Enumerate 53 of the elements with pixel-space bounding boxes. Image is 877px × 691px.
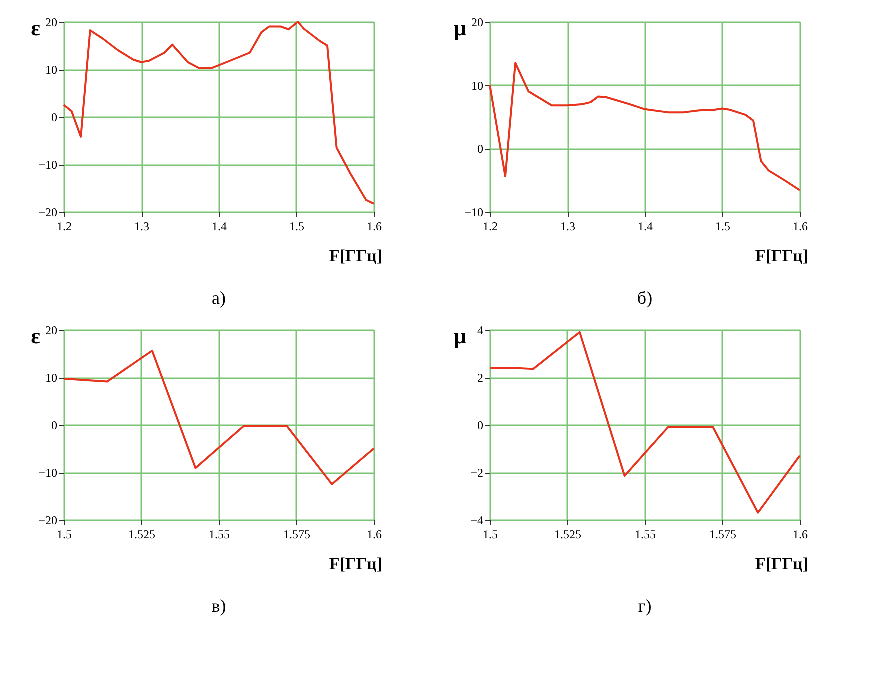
x-tick-label: 1.55: [209, 528, 230, 542]
x-tick-label: 1.575: [710, 528, 736, 542]
x-tick-label: 1.3: [134, 220, 150, 234]
x-tick-label: 1.525: [128, 528, 156, 542]
y-axis-title: ε: [31, 324, 40, 348]
line-series: [63, 350, 375, 486]
x-tick-label: 1.6: [367, 528, 382, 542]
x-tick-label: 1.525: [554, 528, 582, 542]
text: в): [212, 596, 226, 616]
text: а): [212, 288, 226, 308]
x-tick-label: 1.5: [483, 528, 498, 542]
x-tick-label: 1.4: [638, 220, 653, 234]
y-axis-title: μ: [454, 324, 468, 348]
y-tick-label: 10: [46, 63, 58, 77]
y-tick-label: −10: [464, 206, 484, 220]
x-tick-label: 1.575: [284, 528, 310, 542]
x-tick-label: 1.5: [290, 220, 304, 234]
y-tick-label: −2: [470, 466, 484, 480]
y-tick-label: 0: [52, 110, 58, 124]
x-tick-label: 1.2: [483, 220, 498, 234]
y-tick-label: 20: [46, 324, 58, 338]
x-tick-label: 1.55: [635, 528, 656, 542]
y-tick-label: 0: [478, 142, 484, 156]
y-tick-label: 20: [46, 16, 58, 30]
x-axis-title: F[ГГц]: [329, 554, 382, 574]
y-tick-label: 20: [472, 16, 484, 30]
y-tick-label: −20: [38, 206, 58, 220]
y-tick-label: 10: [46, 371, 58, 385]
y-tick-label: −4: [470, 514, 484, 528]
x-axis-title: F[ГГц]: [755, 246, 808, 266]
y-tick-label: 2: [478, 371, 484, 385]
x-tick-label: 1.4: [212, 220, 227, 234]
y-tick-label: −20: [38, 514, 58, 528]
y-axis-title: ε: [31, 16, 40, 40]
y-axis-title: μ: [454, 16, 468, 40]
x-tick-label: 1.2: [57, 220, 72, 234]
x-tick-label: 1.6: [793, 528, 808, 542]
text: б): [637, 288, 653, 308]
y-tick-label: −10: [38, 466, 58, 480]
y-tick-label: 4: [478, 324, 484, 338]
y-tick-label: 10: [472, 78, 484, 93]
y-tick-label: 0: [478, 418, 484, 432]
text: г): [638, 596, 652, 616]
x-tick-label: 1.6: [793, 220, 808, 234]
y-tick-label: −10: [38, 158, 58, 172]
x-axis-title: F[ГГц]: [329, 246, 382, 266]
x-tick-label: 1.5: [57, 528, 72, 542]
x-tick-label: 1.6: [367, 220, 382, 234]
line-series: [489, 62, 801, 192]
y-tick-label: 0: [52, 418, 58, 432]
x-tick-label: 1.5: [716, 220, 730, 234]
x-axis-title: F[ГГц]: [755, 554, 808, 574]
x-tick-label: 1.3: [560, 220, 576, 234]
